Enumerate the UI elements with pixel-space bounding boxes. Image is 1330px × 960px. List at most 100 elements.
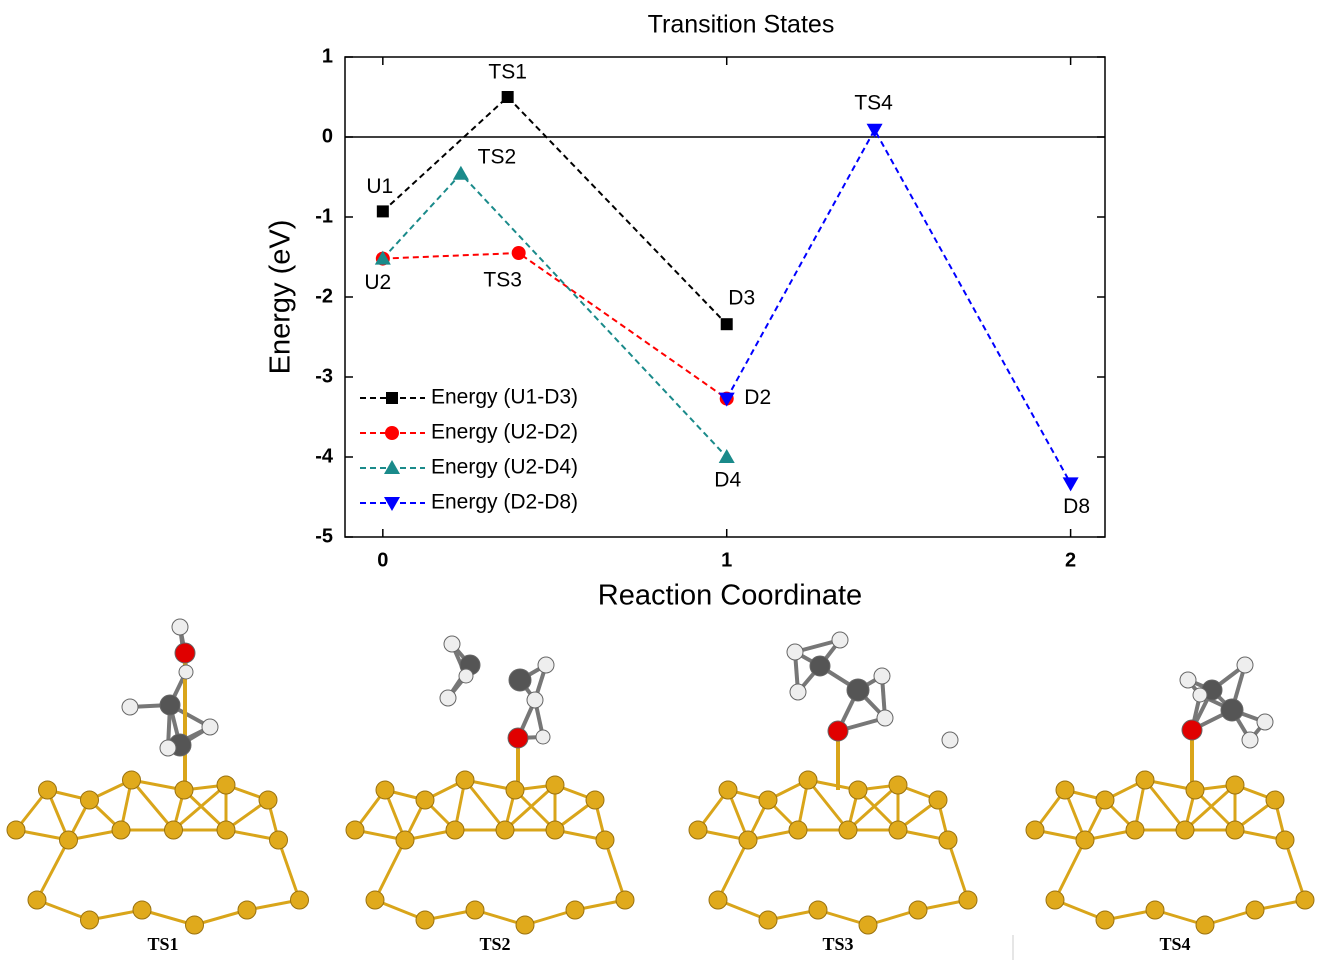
- atom: [440, 690, 456, 706]
- atom: [291, 891, 309, 909]
- atom: [346, 821, 364, 839]
- legend-marker: [384, 460, 400, 474]
- atom: [466, 901, 484, 919]
- atom: [909, 901, 927, 919]
- marker: [867, 124, 883, 138]
- atom: [809, 901, 827, 919]
- atom: [1136, 771, 1154, 789]
- atom: [516, 916, 534, 934]
- structures: [7, 619, 1314, 934]
- structure-label: TS1: [147, 934, 178, 954]
- atom: [546, 821, 564, 839]
- atom: [790, 684, 806, 700]
- structure-label: TS3: [822, 934, 853, 954]
- atom: [60, 831, 78, 849]
- marker: [721, 318, 733, 330]
- legend-label: Energy (D2-D8): [431, 491, 578, 514]
- atom: [1076, 831, 1094, 849]
- atom: [28, 891, 46, 909]
- atom: [759, 911, 777, 929]
- atom: [929, 791, 947, 809]
- atom: [160, 695, 180, 715]
- atom: [828, 721, 848, 741]
- atom: [689, 821, 707, 839]
- point-label: D8: [1063, 495, 1090, 518]
- x-tick-label: 2: [1065, 549, 1076, 571]
- atom: [81, 911, 99, 929]
- atom: [877, 710, 893, 726]
- atom: [1226, 821, 1244, 839]
- y-tick-label: -4: [315, 445, 334, 467]
- structure-label: TS4: [1159, 934, 1190, 954]
- atom: [186, 916, 204, 934]
- atom: [1176, 821, 1194, 839]
- x-tick-label: 0: [377, 549, 388, 571]
- marker: [502, 91, 514, 103]
- atom: [366, 891, 384, 909]
- atom: [527, 692, 543, 708]
- atom: [7, 821, 25, 839]
- atom: [270, 831, 288, 849]
- atom: [874, 668, 890, 684]
- y-tick-label: 1: [322, 45, 333, 67]
- atom: [1296, 891, 1314, 909]
- point-label: D2: [744, 386, 771, 409]
- atom: [1246, 901, 1264, 919]
- atom: [1186, 781, 1204, 799]
- x-axis-label: Reaction Coordinate: [598, 580, 862, 612]
- atom: [839, 821, 857, 839]
- atom: [1226, 776, 1244, 794]
- atom: [566, 901, 584, 919]
- atom: [238, 901, 256, 919]
- atom: [889, 821, 907, 839]
- atom: [810, 656, 830, 676]
- atom: [160, 740, 176, 756]
- atom: [396, 831, 414, 849]
- atom: [859, 916, 877, 934]
- atom: [959, 891, 977, 909]
- atom: [939, 831, 957, 849]
- atom: [508, 728, 528, 748]
- point-label: TS3: [483, 269, 522, 292]
- bond: [37, 840, 69, 900]
- atom: [1242, 732, 1258, 748]
- atom: [112, 821, 130, 839]
- x-tick-label: 1: [721, 549, 732, 571]
- atom: [789, 821, 807, 839]
- atom: [1026, 821, 1044, 839]
- marker: [512, 246, 526, 260]
- marker: [1063, 477, 1079, 491]
- bond: [279, 840, 300, 900]
- atom: [456, 771, 474, 789]
- point-label: TS1: [488, 61, 527, 84]
- atom: [122, 699, 138, 715]
- atom: [416, 911, 434, 929]
- atom: [849, 781, 867, 799]
- atom: [847, 679, 869, 701]
- y-tick-label: -1: [315, 205, 333, 227]
- atom: [1126, 821, 1144, 839]
- atom: [509, 669, 531, 691]
- legend-label: Energy (U2-D2): [431, 421, 578, 444]
- atom: [799, 771, 817, 789]
- marker: [453, 166, 469, 180]
- series-line: [727, 130, 1071, 484]
- atom: [1196, 916, 1214, 934]
- atom: [546, 776, 564, 794]
- atom: [496, 821, 514, 839]
- atom: [459, 669, 473, 683]
- atom: [165, 821, 183, 839]
- series-line: [383, 174, 727, 457]
- atom: [759, 791, 777, 809]
- point-label: TS4: [854, 91, 893, 114]
- atom: [179, 665, 193, 679]
- chart-title: Transition States: [648, 11, 835, 39]
- atom: [586, 791, 604, 809]
- y-tick-label: -2: [315, 285, 333, 307]
- atom: [506, 781, 524, 799]
- atom: [1046, 891, 1064, 909]
- atom: [1221, 699, 1243, 721]
- atom: [536, 730, 550, 744]
- atom: [39, 781, 57, 799]
- atom: [1056, 781, 1074, 799]
